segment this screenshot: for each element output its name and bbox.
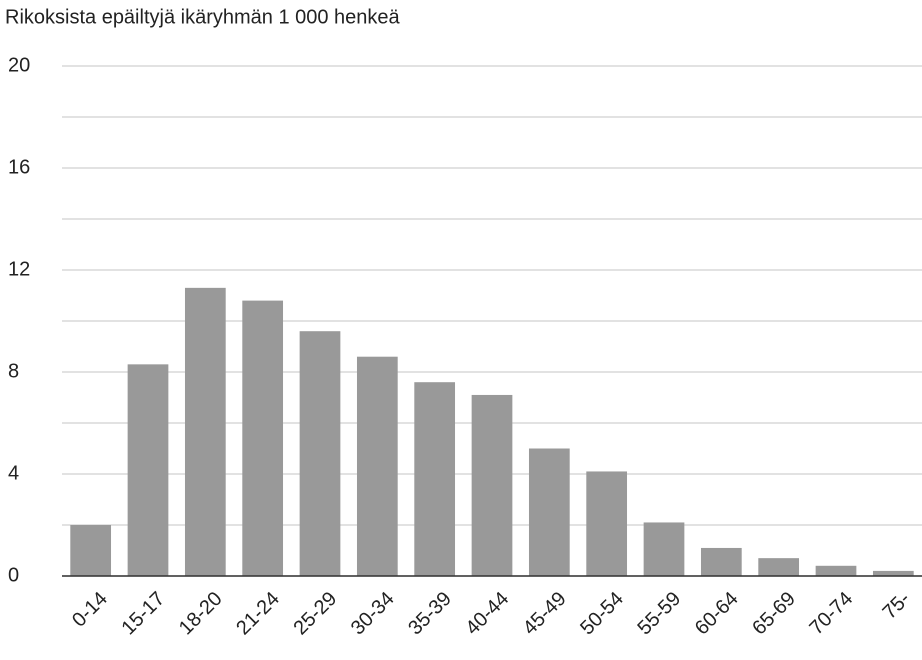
bar bbox=[242, 300, 284, 576]
x-tick-label: 75- bbox=[879, 588, 915, 624]
x-tick-label: 65-69 bbox=[748, 588, 800, 640]
x-tick-label: 55-59 bbox=[634, 588, 686, 640]
bar bbox=[872, 570, 914, 576]
x-tick-label: 18-20 bbox=[175, 588, 227, 640]
chart-title: Rikoksista epäiltyjä ikäryhmän 1 000 hen… bbox=[5, 6, 401, 28]
bar bbox=[528, 448, 570, 576]
y-tick-label: 16 bbox=[8, 156, 30, 178]
bar bbox=[815, 565, 857, 576]
x-tick-label: 70-74 bbox=[806, 588, 858, 640]
x-tick-label: 15-17 bbox=[118, 588, 170, 640]
x-tick-label: 60-64 bbox=[691, 588, 743, 640]
x-tick-label: 25-29 bbox=[290, 588, 342, 640]
x-tick-label: 50-54 bbox=[576, 588, 628, 640]
x-tick-label: 45-49 bbox=[519, 588, 571, 640]
bar bbox=[700, 547, 742, 576]
bar bbox=[643, 522, 685, 576]
y-tick-label: 0 bbox=[8, 564, 19, 586]
bar bbox=[70, 525, 112, 576]
bar bbox=[356, 356, 398, 576]
x-tick-label: 0-14 bbox=[68, 588, 112, 632]
y-tick-label: 4 bbox=[8, 462, 19, 484]
x-tick-label: 40-44 bbox=[462, 588, 514, 640]
bar bbox=[414, 382, 456, 576]
y-tick-label: 8 bbox=[8, 360, 19, 382]
bar bbox=[127, 364, 169, 576]
bar bbox=[184, 287, 226, 576]
x-tick-label: 21-24 bbox=[232, 588, 284, 640]
bar bbox=[758, 558, 800, 576]
bar bbox=[471, 394, 513, 576]
x-tick-label: 30-34 bbox=[347, 588, 399, 640]
bar bbox=[299, 331, 341, 576]
bar bbox=[586, 471, 628, 576]
y-tick-label: 20 bbox=[8, 54, 30, 76]
y-tick-label: 12 bbox=[8, 258, 30, 280]
x-tick-label: 35-39 bbox=[404, 588, 456, 640]
